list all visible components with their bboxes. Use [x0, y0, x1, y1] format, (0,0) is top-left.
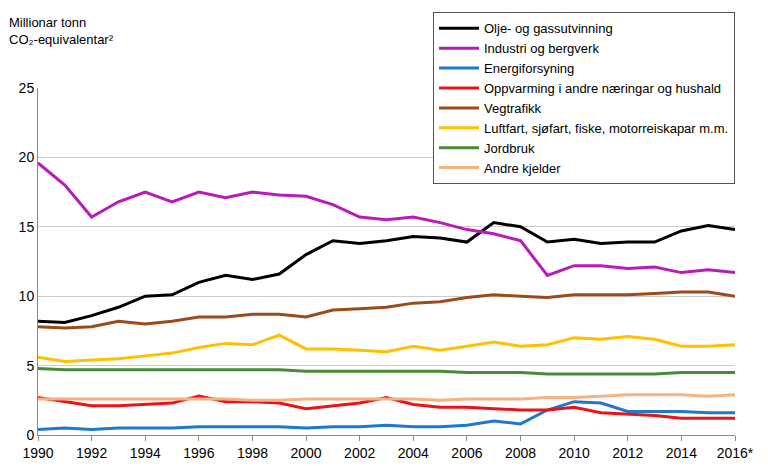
- svg-text:Andre kjelder: Andre kjelder: [484, 161, 561, 176]
- svg-text:2006: 2006: [451, 445, 482, 461]
- svg-text:5: 5: [26, 358, 34, 374]
- svg-text:0: 0: [26, 427, 34, 443]
- svg-text:1994: 1994: [130, 445, 161, 461]
- svg-text:2014: 2014: [666, 445, 697, 461]
- svg-text:20: 20: [19, 149, 35, 165]
- svg-text:Industri og bergverk: Industri og bergverk: [484, 41, 599, 56]
- svg-text:2010: 2010: [559, 445, 590, 461]
- svg-text:1992: 1992: [76, 445, 107, 461]
- svg-text:1998: 1998: [237, 445, 268, 461]
- svg-text:10: 10: [19, 288, 35, 304]
- svg-text:2008: 2008: [505, 445, 536, 461]
- svg-text:Oppvarming i andre næringar og: Oppvarming i andre næringar og hushald: [484, 81, 721, 96]
- svg-text:2000: 2000: [291, 445, 322, 461]
- svg-text:Energiforsyning: Energiforsyning: [484, 61, 574, 76]
- svg-text:Millionar tonnCO₂-equivalentar: Millionar tonnCO₂-equivalentar²: [9, 15, 114, 47]
- svg-text:Luftfart, sjøfart, fiske, moto: Luftfart, sjøfart, fiske, motorreiskapar…: [484, 121, 728, 136]
- svg-text:2002: 2002: [344, 445, 375, 461]
- svg-text:1996: 1996: [183, 445, 214, 461]
- svg-text:15: 15: [19, 219, 35, 235]
- svg-text:Vegtrafikk: Vegtrafikk: [484, 101, 542, 116]
- svg-text:1990: 1990: [22, 445, 53, 461]
- svg-text:25: 25: [19, 80, 35, 96]
- svg-text:2004: 2004: [398, 445, 429, 461]
- svg-text:Olje- og gassutvinning: Olje- og gassutvinning: [484, 21, 613, 36]
- svg-text:Jordbruk: Jordbruk: [484, 141, 535, 156]
- svg-text:2016*: 2016*: [717, 445, 754, 461]
- svg-text:2012: 2012: [612, 445, 643, 461]
